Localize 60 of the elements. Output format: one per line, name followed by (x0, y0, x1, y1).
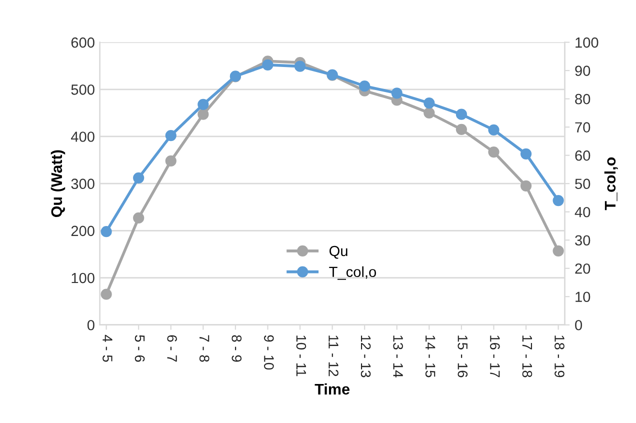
point (488, 146, 500, 158)
y2-tick-label: 50 (575, 178, 590, 190)
point (488, 124, 500, 136)
x-tick-label: 16 - 17 (490, 336, 500, 378)
point (198, 108, 209, 120)
y-tick-label: 200 (71, 226, 94, 236)
y2-tick-label: 60 (575, 150, 590, 161)
point (424, 107, 435, 118)
y2-tick-label: 40 (574, 206, 590, 218)
point (456, 108, 468, 120)
x-tick-label: 15 - 16 (458, 336, 468, 378)
y-tick-label: 100 (72, 272, 94, 284)
x-tick-label: 13 - 14 (393, 336, 403, 378)
x-tick-label: 12 - 13 (360, 336, 371, 378)
point (552, 245, 564, 256)
y-tick-label: 600 (71, 37, 94, 48)
point (198, 98, 209, 110)
point (359, 80, 370, 92)
x-tick-label: 17 - 18 (522, 336, 532, 378)
point (262, 59, 274, 70)
y-axis-title: Qu (Watt) (50, 150, 66, 218)
x-tick-label: 5 - 6 (134, 335, 145, 362)
point (100, 288, 112, 300)
point (424, 97, 435, 109)
x-tick-label: 8 - 9 (232, 335, 242, 362)
y2-tick-label: 10 (576, 292, 590, 302)
point (520, 180, 532, 192)
point (133, 212, 144, 224)
point (520, 148, 532, 160)
y2-axis-title: T_col,o (604, 157, 618, 210)
x-axis-title: Time (314, 383, 350, 395)
y2-tick-label: 0 (575, 320, 582, 330)
y2-tick-label: 90 (575, 66, 590, 76)
x-tick-label: 4 - 5 (102, 334, 112, 362)
x-tick-label: 11 - 12 (328, 336, 338, 376)
y2-tick-label: 100 (576, 37, 598, 48)
point (165, 155, 176, 167)
y-tick-label: 0 (87, 320, 94, 330)
point (294, 60, 306, 72)
x-tick-label: 18 - 19 (554, 336, 564, 378)
y2-tick-label: 30 (575, 235, 590, 246)
point (165, 130, 176, 142)
x-tick-label: 6 - 7 (167, 335, 177, 362)
point (100, 226, 112, 238)
x-tick-label: 14 - 15 (425, 336, 436, 378)
y-tick-label: 500 (71, 84, 94, 95)
x-tick-label: 9 - 10 (264, 335, 274, 370)
legend-label: T_col,o (329, 266, 376, 280)
y2-tick-label: 80 (575, 94, 590, 104)
point (456, 124, 468, 135)
x-tick-label: 7 - 8 (199, 335, 210, 362)
x-tick-label: 10 - 11 (296, 336, 306, 376)
y-tick-label: 400 (70, 132, 94, 142)
y-tick-label: 300 (71, 178, 94, 190)
y2-tick-label: 70 (575, 122, 590, 132)
point (552, 194, 564, 206)
legend-label: Qu (330, 246, 348, 259)
y2-tick-label: 20 (575, 263, 590, 274)
point (133, 172, 144, 184)
point (391, 88, 402, 99)
